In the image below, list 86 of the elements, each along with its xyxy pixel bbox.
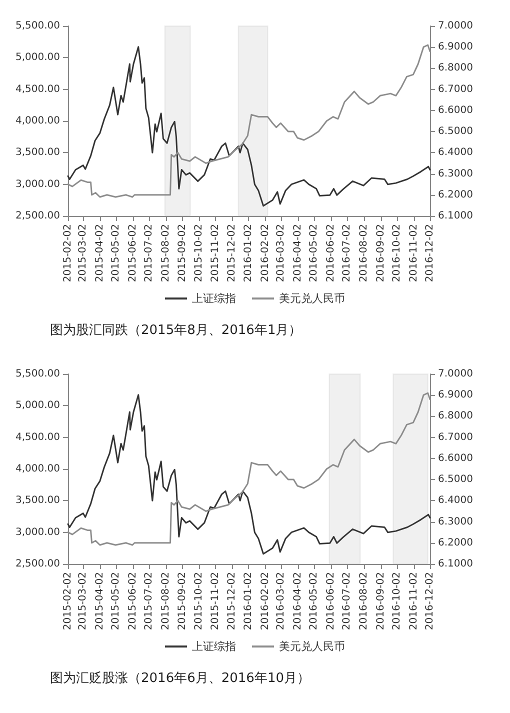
x-tick-label: 2015-08-02 — [160, 572, 172, 630]
x-tick-label: 2015-09-02 — [177, 572, 188, 630]
x-tick-label: 2016-03-02 — [276, 572, 287, 630]
y2-tick-label: 6.7000 — [438, 432, 473, 443]
y2-tick-label: 6.1000 — [438, 210, 473, 222]
y-tick-label: 4,500.00 — [15, 432, 60, 443]
x-tick-label: 2015-09-02 — [177, 224, 188, 282]
y2-tick-label: 7.0000 — [438, 20, 473, 32]
x-tick-label: 2016-06-02 — [325, 572, 336, 630]
y-tick-label: 3,000.00 — [15, 178, 60, 190]
x-tick-label: 2016-02-02 — [260, 572, 272, 630]
x-tick-label: 2016-03-02 — [276, 224, 287, 282]
y-tick-label: 5,500.00 — [15, 368, 60, 380]
x-tick-label: 2016-05-02 — [308, 224, 320, 282]
y2-tick-label: 6.3000 — [438, 516, 473, 528]
y2-tick-label: 6.6000 — [438, 452, 473, 464]
x-tick-label: 2016-08-02 — [358, 572, 370, 630]
y-tick-label: 4,000.00 — [15, 116, 60, 126]
legend-label: 美元兑人民币 — [279, 640, 345, 653]
y2-tick-label: 6.3000 — [438, 168, 473, 180]
y2-tick-label: 6.9000 — [438, 390, 473, 401]
x-tick-label: 2015-11-02 — [210, 224, 222, 282]
y2-tick-label: 6.4000 — [438, 147, 473, 158]
x-tick-label: 2016-10-02 — [391, 572, 402, 630]
x-tick-label: 2015-07-02 — [144, 572, 155, 630]
x-tick-label: 2015-08-02 — [160, 224, 172, 282]
y-tick-label: 2,500.00 — [15, 210, 60, 222]
x-tick-label: 2015-04-02 — [94, 224, 106, 282]
y2-tick-label: 6.4000 — [438, 495, 473, 506]
x-tick-label: 2016-09-02 — [375, 572, 386, 630]
y2-tick-label: 6.6000 — [438, 104, 473, 116]
x-tick-label: 2016-05-02 — [308, 572, 320, 630]
x-tick-label: 2015-10-02 — [193, 572, 204, 630]
x-tick-label: 2016-11-02 — [408, 224, 420, 282]
y-tick-label: 3,500.00 — [15, 147, 60, 158]
y2-tick-label: 6.5000 — [438, 474, 473, 486]
x-tick-label: 2015-05-02 — [110, 224, 122, 282]
y-tick-label: 3,500.00 — [15, 495, 60, 506]
x-tick-label: 2016-11-02 — [408, 572, 420, 630]
x-tick-label: 2016-07-02 — [342, 224, 353, 282]
text: 图为股汇同跌（2015年8月、2016年1月） — [50, 323, 302, 338]
x-tick-label: 2015-03-02 — [78, 572, 89, 630]
x-tick-label: 2015-11-02 — [210, 572, 222, 630]
y-tick-label: 5,000.00 — [15, 400, 60, 412]
y2-tick-label: 6.1000 — [438, 558, 473, 570]
x-tick-label: 2016-12-02 — [424, 572, 436, 630]
y2-tick-label: 7.0000 — [438, 368, 473, 380]
legend-label: 上证综指 — [192, 640, 236, 653]
x-tick-label: 2015-02-02 — [62, 572, 74, 630]
y-tick-label: 5,500.00 — [15, 20, 60, 32]
y-tick-label: 3,000.00 — [15, 526, 60, 538]
x-tick-label: 2016-02-02 — [260, 224, 272, 282]
x-tick-label: 2015-12-02 — [226, 224, 238, 282]
x-tick-label: 2016-06-02 — [325, 224, 336, 282]
y2-tick-label: 6.5000 — [438, 126, 473, 138]
y-tick-label: 2,500.00 — [15, 558, 60, 570]
y2-tick-label: 6.2000 — [438, 537, 473, 548]
legend-label: 美元兑人民币 — [279, 292, 345, 305]
x-tick-label: 2015-10-02 — [193, 224, 204, 282]
y2-tick-label: 6.8000 — [438, 410, 473, 422]
x-tick-label: 2015-04-02 — [94, 572, 106, 630]
x-tick-label: 2016-04-02 — [292, 572, 304, 630]
x-tick-label: 2015-12-02 — [226, 572, 238, 630]
x-tick-label: 2016-01-02 — [243, 224, 254, 282]
x-tick-label: 2015-03-02 — [78, 224, 89, 282]
x-tick-label: 2016-04-02 — [292, 224, 304, 282]
y2-tick-label: 6.9000 — [438, 42, 473, 53]
x-tick-label: 2016-01-02 — [243, 572, 254, 630]
y2-tick-label: 6.2000 — [438, 189, 473, 200]
y-tick-label: 4,500.00 — [15, 84, 60, 95]
x-tick-label: 2015-05-02 — [110, 572, 122, 630]
x-tick-label: 2016-08-02 — [358, 224, 370, 282]
x-tick-label: 2015-07-02 — [144, 224, 155, 282]
text: 图为汇贬股涨（2016年6月、2016年10月） — [50, 671, 310, 686]
x-tick-label: 2016-10-02 — [391, 224, 402, 282]
x-tick-label: 2015-06-02 — [127, 572, 138, 630]
y2-tick-label: 6.7000 — [438, 84, 473, 95]
x-tick-label: 2016-12-02 — [424, 224, 436, 282]
y2-tick-label: 6.8000 — [438, 62, 473, 74]
y-tick-label: 4,000.00 — [15, 464, 60, 474]
x-tick-label: 2015-06-02 — [127, 224, 138, 282]
x-tick-label: 2016-09-02 — [375, 224, 386, 282]
y-tick-label: 5,000.00 — [15, 52, 60, 64]
x-tick-label: 2016-07-02 — [342, 572, 353, 630]
x-tick-label: 2015-02-02 — [62, 224, 74, 282]
legend-label: 上证综指 — [192, 292, 236, 305]
